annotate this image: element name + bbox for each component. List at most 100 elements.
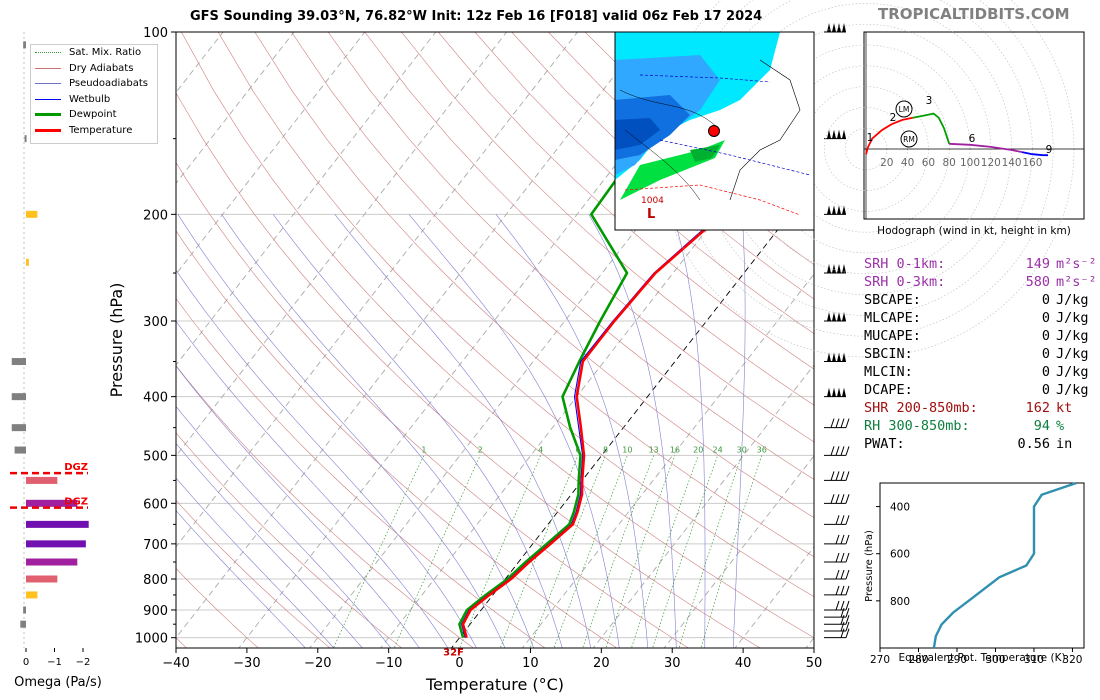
wind-barb-flag: [842, 264, 846, 274]
mixing-ratio-line: [393, 455, 481, 648]
x-tick-label: 0: [455, 656, 463, 671]
isotherm: [450, 182, 814, 648]
mixing-ratio-line: [499, 455, 579, 648]
dry-adiabat: [511, 32, 814, 300]
wind-barb-feather: [840, 515, 845, 525]
mixing-ratio-label: 16: [670, 445, 680, 454]
theta-e-y-tick-label: 600: [890, 549, 910, 561]
wind-barb-feather: [835, 552, 840, 563]
hodograph-ring-label: 160: [1022, 157, 1042, 169]
hodograph-segment: [1021, 151, 1048, 157]
wind-barb-flag: [837, 311, 841, 321]
mixing-ratio-line: [678, 455, 743, 648]
wind-barb-feather: [845, 600, 850, 611]
theta-e-line: [932, 481, 1077, 649]
hodograph-ring-label: 20: [880, 157, 893, 169]
pseudoadiabat: [176, 477, 335, 648]
x-tick-label: 30: [664, 656, 681, 671]
wind-barb-flag: [832, 129, 836, 139]
hodograph-segment: [949, 142, 1023, 153]
dry-adiabat: [181, 32, 814, 639]
theta-e-x-tick-label: 280: [908, 654, 928, 666]
pseudoadiabat: [176, 320, 449, 648]
theta-e-x-tick-label: 290: [947, 654, 967, 666]
x-tick-label: −10: [375, 656, 402, 671]
wind-barb-flag: [842, 205, 846, 215]
omega-bar: [26, 575, 58, 583]
legend-label: Wetbulb: [69, 93, 111, 105]
theta-e-y-tick-label: 400: [890, 502, 910, 514]
wind-barb-feather: [845, 418, 850, 428]
omega-bar: [26, 210, 38, 218]
theta-e-y-tick-label: 800: [890, 596, 910, 608]
legend-item-wetbulb: Wetbulb: [35, 92, 157, 108]
wind-barb-flag: [827, 352, 831, 362]
hodograph-height-label: 2: [890, 112, 897, 124]
dgz-label: DGZ: [64, 462, 88, 473]
x-tick-label: 50: [806, 656, 823, 671]
legend-item-sat-mix-ratio: Sat. Mix. Ratio: [35, 45, 157, 61]
wind-barb-flag: [837, 205, 841, 215]
theta-e-x-tick-label: 300: [985, 654, 1005, 666]
wind-barb-feather: [845, 608, 850, 618]
hodograph-ring-label: 100: [960, 157, 980, 169]
wind-barb-feather: [840, 471, 845, 481]
mixing-ratio-line: [529, 455, 606, 648]
dry-adiabat: [364, 32, 814, 443]
wind-barb-feather: [835, 534, 840, 545]
wind-barb-feather: [830, 446, 835, 456]
legend-item-temperature: Temperature: [35, 123, 157, 139]
theta-e-x-tick-label: 320: [1062, 654, 1082, 666]
omega-bar: [24, 135, 27, 143]
wind-barb-feather: [835, 585, 840, 596]
omega-bar: [11, 393, 26, 401]
wind-barb-feather: [845, 628, 850, 638]
index-mlcape: MLCAPE: 0 J/kg: [864, 310, 1089, 326]
storm-motion-marker: [900, 130, 918, 148]
hodograph-ring-label: 60: [922, 157, 935, 169]
dry-adiabat: [176, 365, 474, 648]
wind-barb-flag: [832, 205, 836, 215]
legend-swatch: [35, 52, 61, 54]
dry-adiabat: [291, 32, 814, 519]
legend-item-dewpoint: Dewpoint: [35, 107, 157, 123]
wind-barb-flag: [842, 352, 846, 362]
legend-swatch: [35, 83, 61, 85]
wind-barb-flag: [837, 352, 841, 362]
storm-motion-label: LM: [899, 105, 910, 114]
wind-barb-flag: [827, 387, 831, 397]
pseudoadiabat: [588, 214, 677, 648]
wind-barb-flag: [837, 387, 841, 397]
legend-label: Dry Adiabats: [69, 62, 134, 74]
y-tick-label: 600: [143, 497, 168, 512]
wind-barb-feather: [840, 552, 845, 563]
wind-barb-feather: [840, 534, 845, 545]
wind-barb-flag: [837, 264, 841, 274]
wind-barb-feather: [830, 418, 835, 428]
index-sbcin: SBCIN: 0 J/kg: [864, 346, 1089, 362]
wind-barb-flag: [827, 23, 831, 32]
wind-barb-flag: [832, 311, 836, 321]
wind-barb-feather: [845, 615, 850, 625]
wind-barb-feather: [845, 552, 850, 563]
y-tick-label: 500: [143, 449, 168, 464]
wind-barb-feather: [845, 621, 850, 632]
brand-watermark: TROPICALTIDBITS.COM: [878, 5, 1070, 23]
mixing-ratio-line: [553, 455, 628, 648]
freezing-label: 32F: [443, 647, 464, 658]
dry-adiabat: [401, 32, 814, 406]
wind-barb-feather: [845, 569, 850, 580]
legend-swatch: [35, 67, 61, 69]
isotherm: [176, 32, 508, 457]
legend-swatch: [35, 113, 61, 117]
omega-bar: [20, 620, 26, 628]
dry-adiabat: [176, 568, 259, 648]
wind-barb-feather: [840, 569, 845, 580]
mixing-ratio-line: [700, 455, 763, 648]
index-pwat: PWAT: 0.56 in: [864, 436, 1073, 452]
y-tick-label: 200: [143, 208, 168, 223]
dry-adiabat: [176, 298, 546, 648]
wind-barbs: [824, 23, 850, 639]
wind-barb-flag: [837, 23, 841, 32]
dry-adiabat: [176, 230, 618, 648]
